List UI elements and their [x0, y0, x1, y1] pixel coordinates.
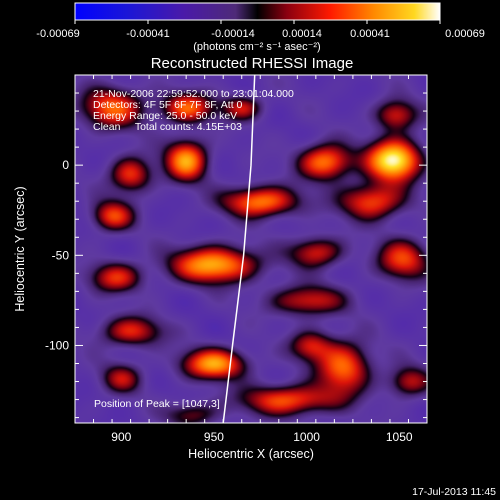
detectors-annotation: Detectors: 4F 5F 6F 7F 8F, Att 0	[93, 99, 243, 111]
peak-position-annotation: Position of Peak = [1047,3]	[94, 398, 220, 410]
heatmap-image	[75, 75, 427, 423]
colorbar-tick-label: -0.00014	[211, 28, 254, 40]
y-tick-label: -50	[52, 248, 70, 262]
x-tick-label: 1050	[386, 430, 413, 444]
y-axis-label: Heliocentric Y (arcsec)	[13, 186, 27, 311]
plot-frame	[74, 74, 428, 424]
energy-range-annotation: Energy Range: 25.0 - 50.0 keV	[93, 110, 237, 122]
x-tick-label: 1000	[293, 430, 320, 444]
colorbar-ticks	[74, 20, 441, 24]
colorbar-unit-label: (photons cm⁻² s⁻¹ asec⁻²)	[193, 41, 320, 53]
colorbar	[74, 2, 441, 21]
time-range-annotation: 21-Nov-2006 22:59:52.000 to 23:01:04.000	[93, 88, 294, 100]
colorbar-tick-label: 0.00041	[350, 28, 390, 40]
footer-timestamp: 17-Jul-2013 11:45	[412, 486, 496, 498]
solar-limb-line	[222, 75, 256, 423]
colorbar-tick-label: -0.00041	[126, 28, 169, 40]
y-tick-label: 0	[62, 158, 69, 172]
colorbar-tick-label: -0.00069	[36, 28, 79, 40]
x-axis-label: Heliocentric X (arcsec)	[188, 447, 314, 461]
y-tick-label: -100	[45, 338, 69, 352]
y-axis: -100 -50 0	[45, 74, 427, 419]
x-tick-label: 900	[111, 430, 131, 444]
x-tick-label: 950	[204, 430, 224, 444]
x-axis: 900 950 1000 1050	[74, 75, 428, 444]
colorbar-tick-label: 0.00069	[445, 28, 485, 40]
clean-counts-annotation: Clean Total counts: 4.15E+03	[93, 121, 242, 133]
colorbar-tick-label: 0.00014	[282, 28, 322, 40]
chart-title: Reconstructed RHESSI Image	[151, 55, 354, 72]
